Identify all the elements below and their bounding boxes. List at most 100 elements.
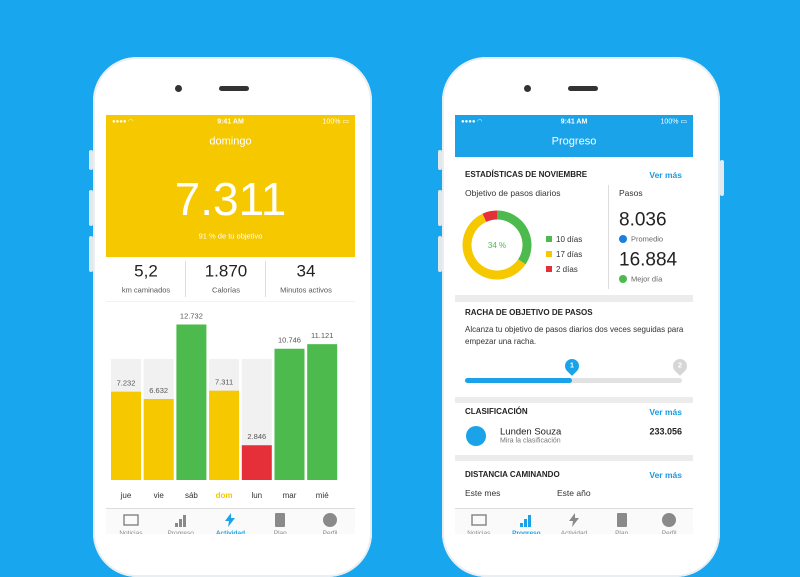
tab[interactable]: Plan <box>598 509 646 534</box>
see-more[interactable]: Ver más <box>649 469 682 480</box>
tab-icon-box <box>520 515 532 527</box>
progress-fill <box>465 378 572 383</box>
battery: 100% ▭ <box>322 118 349 126</box>
streak-card: RACHA DE OBJETIVO DE PASOS Alcanza tu ob… <box>455 302 693 397</box>
page: {"status_bar":{"time":"9:41 AM","battery… <box>89 57 724 577</box>
speaker <box>568 86 598 91</box>
best-label: Mejor día <box>631 274 663 284</box>
tab-icon <box>225 513 236 527</box>
stat-value: 1.870 <box>204 261 248 281</box>
donut-segment <box>496 210 532 265</box>
tab-bar: Noticias Progreso Actividad Plan Perfil <box>106 508 355 534</box>
value-label: 7.232 <box>117 379 136 388</box>
tab[interactable]: Perfil <box>305 509 355 534</box>
legend-label: 17 días <box>556 250 582 259</box>
best: 16.884 <box>619 249 678 271</box>
value-label: 7.311 <box>215 378 233 387</box>
value-label: 2.846 <box>247 432 266 441</box>
donut-segment <box>462 213 526 280</box>
goal-text: 91 % de tu objetivo <box>198 231 263 241</box>
legend-swatch <box>546 266 552 272</box>
legend-swatch <box>546 236 552 242</box>
x-tick-label: vie <box>154 491 165 500</box>
tab-icon <box>524 519 528 527</box>
stats-card: ESTADÍSTICAS DE NOVIEMBRE Ver más Objeti… <box>455 157 693 295</box>
tab[interactable]: Noticias <box>106 509 156 534</box>
bar <box>241 445 272 480</box>
tab-label: Plan <box>615 529 629 534</box>
tab-icon-box <box>568 513 579 527</box>
tab[interactable]: Perfil <box>645 509 693 534</box>
tab-icon <box>275 513 286 527</box>
month: Este mes <box>465 487 501 498</box>
distance-card: DISTANCIA CAMINANDO Ver más Este mes Est… <box>455 461 693 508</box>
tab-icon <box>616 513 627 527</box>
side-button <box>720 160 724 196</box>
legend-label: 2 días <box>556 265 578 274</box>
donut-center: 34 % <box>488 241 506 250</box>
value-label: 6.632 <box>149 386 168 395</box>
tab[interactable]: Noticias <box>455 509 503 534</box>
time: 9:41 AM <box>217 118 244 126</box>
average-icon <box>619 235 627 243</box>
tab[interactable]: Progreso <box>503 509 551 534</box>
battery-text: 100% <box>660 118 679 126</box>
tab-icon <box>323 513 338 527</box>
bar-chart: 7.232 jue 6.632 vie 12.732 sáb 7.311 dom 2.846 lu… <box>106 302 355 508</box>
side-button <box>438 150 442 170</box>
side-button <box>89 150 93 170</box>
tab-icon <box>568 513 579 527</box>
side-button <box>438 236 442 272</box>
stat-label: km caminados <box>121 285 171 295</box>
tab-label: Noticias <box>467 529 491 534</box>
stat-value: 34 <box>296 261 316 281</box>
battery: 100% ▭ <box>660 118 687 126</box>
tab-icon <box>178 519 182 527</box>
tab[interactable]: Plan <box>255 509 305 534</box>
tab-icon <box>174 523 178 527</box>
tab-label: Perfil <box>322 529 338 534</box>
see-more[interactable]: Ver más <box>649 169 682 180</box>
tab-icon-box <box>123 514 139 526</box>
stat-label: Minutos activos <box>280 285 332 295</box>
tab-label: Progreso <box>512 529 541 534</box>
ranking-name: Lunden Souza <box>500 426 562 438</box>
bar <box>307 344 338 480</box>
tab[interactable]: Actividad <box>206 509 256 534</box>
tab-icon-box <box>225 513 236 527</box>
tab[interactable]: Actividad <box>550 509 598 534</box>
tab-icon <box>182 515 186 527</box>
tab-label: Actividad <box>560 529 588 534</box>
bar <box>143 398 174 480</box>
donut-chart: 10 días 17 días 2 días 34 % <box>462 210 582 280</box>
header <box>455 115 693 157</box>
x-tick-label: sáb <box>185 491 198 500</box>
ranking-score: 233.056 <box>649 426 682 437</box>
x-tick-label: lun <box>251 491 262 500</box>
divider <box>265 261 266 297</box>
tab[interactable]: Progreso <box>156 509 206 534</box>
see-more[interactable]: Ver más <box>649 406 682 417</box>
signal: ●●●● ◠ <box>112 119 134 125</box>
value-label: 10.746 <box>278 336 301 345</box>
average-label: Promedio <box>631 234 664 244</box>
tab-label: Progreso <box>167 529 194 534</box>
legend-swatch <box>546 251 552 257</box>
tab-icon <box>520 523 524 527</box>
heading: ESTADÍSTICAS DE NOVIEMBRE <box>465 170 588 179</box>
marker: 1 <box>570 362 574 370</box>
header <box>106 115 355 257</box>
value-label: 11.121 <box>311 331 333 340</box>
streak-text: Alcanza tu objetivo de pasos diarios dos… <box>465 325 684 346</box>
x-tick-label: mié <box>316 491 329 500</box>
side-button <box>89 236 93 272</box>
tab-icon <box>662 513 677 527</box>
bar <box>176 324 207 480</box>
tab-icon-box <box>275 513 286 527</box>
legend-label: 10 días <box>556 235 582 244</box>
tab-icon-box <box>616 513 627 527</box>
x-tick-label: mar <box>283 491 297 500</box>
ranking-card: CLASIFICACIÓN Ver más Lunden Souza Mira … <box>455 403 693 455</box>
tab-label: Perfil <box>661 529 677 534</box>
screen-title: Progreso <box>551 135 597 148</box>
